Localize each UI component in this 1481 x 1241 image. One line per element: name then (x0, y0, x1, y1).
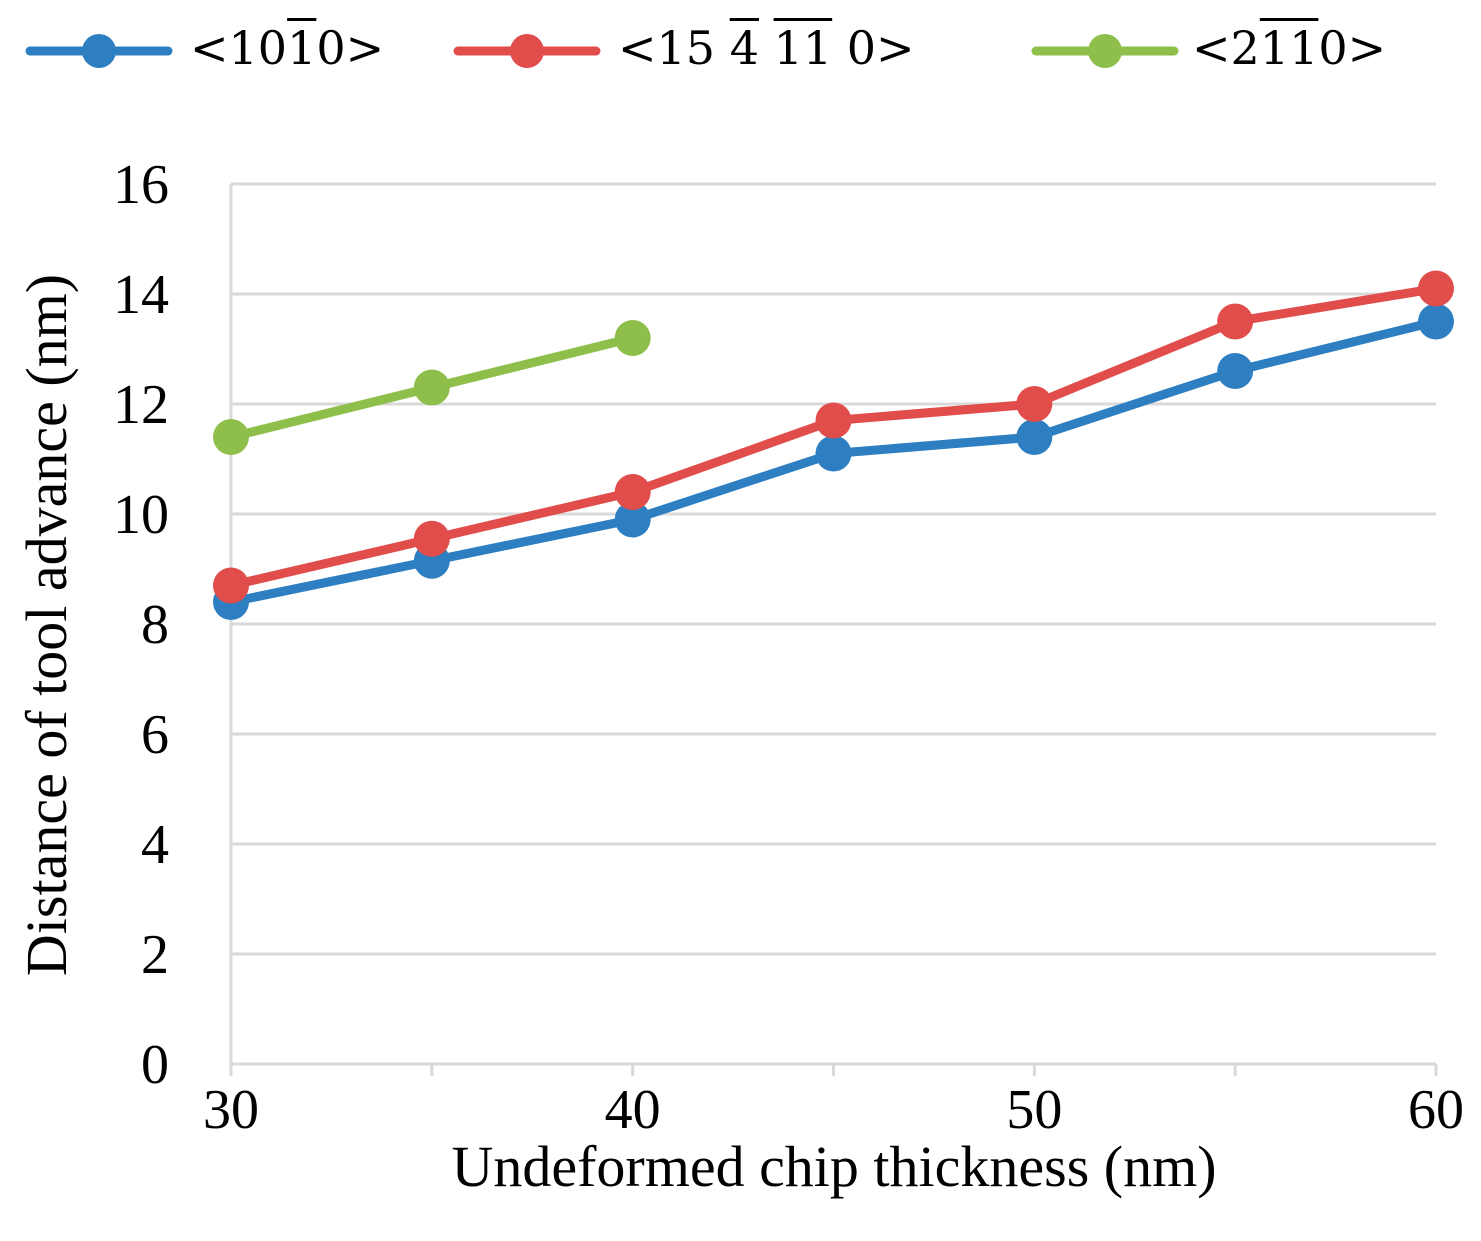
x-tick-label-40: 40 (605, 1079, 661, 1141)
data-point-s2-x30 (213, 567, 249, 604)
y-tick-label-0: 0 (141, 1034, 169, 1096)
axes (229, 184, 1438, 1076)
data-point-s2-x55 (1217, 303, 1254, 340)
legend-label-part-2-2: 4 (729, 21, 759, 75)
legend-label-series-2: <15 4 11 0> (618, 18, 915, 78)
series-lines (213, 270, 1454, 620)
data-point-s2-x40 (614, 474, 651, 510)
data-point-s1-x55 (1217, 353, 1254, 389)
legend-label-part-1-1: <10 (190, 21, 288, 75)
legend-label-part-3-3: 0> (1318, 21, 1387, 75)
legend-label-series-1: <1010> (190, 18, 384, 78)
data-point-s1-x50 (1016, 419, 1053, 455)
x-axis-title: Undeformed chip thickness (nm) (451, 1134, 1216, 1199)
y-axis-title: Distance of tool advance (nm) (14, 274, 79, 976)
legend-marker-series-1 (82, 34, 116, 68)
legend-swatch-series-2 (453, 34, 601, 68)
x-tick-label-30: 30 (203, 1079, 259, 1141)
legend-label-part-1-3: 0> (316, 21, 385, 75)
legend-label-part-2-4: 11 (773, 21, 833, 75)
data-point-s1-x45 (815, 435, 852, 472)
legend-label-part-2-3 (759, 21, 774, 75)
data-point-s2-x45 (815, 402, 852, 439)
legend-swatch-series-3 (1031, 34, 1179, 68)
y-tick-label-16: 16 (113, 154, 169, 216)
tick-labels: 0 2 4 6 8 10 12 14 16 30 40 50 60 (113, 154, 1464, 1141)
x-tick-label-50: 50 (1006, 1079, 1062, 1141)
legend-label-part-2-5: 0> (832, 21, 915, 75)
data-point-s2-x35 (413, 520, 450, 557)
legend-swatch-series-1 (25, 34, 173, 68)
legend-marker-series-3 (1088, 34, 1122, 68)
y-tick-label-8: 8 (141, 594, 169, 656)
data-point-s3-x40 (614, 320, 651, 356)
y-tick-label-2: 2 (141, 924, 169, 986)
y-tick-label-10: 10 (113, 484, 169, 546)
x-tick-label-60: 60 (1408, 1079, 1464, 1141)
legend-label-series-3: <2110> (1192, 18, 1386, 78)
data-point-s1-x60 (1418, 303, 1454, 340)
legend-label-part-1-2: 1 (287, 21, 317, 75)
y-tick-label-12: 12 (113, 374, 169, 436)
legend-label-part-3-2: 11 (1259, 21, 1319, 75)
legend-marker-series-2 (510, 34, 544, 68)
data-point-s2-x50 (1016, 386, 1053, 422)
legend: <1010> <15 4 11 0> <2110> (0, 14, 1481, 94)
legend-label-part-2-1: <15 (618, 21, 730, 75)
legend-label-part-3-1: <2 (1192, 21, 1260, 75)
data-point-s3-x30 (213, 419, 249, 455)
y-tick-label-6: 6 (141, 704, 169, 766)
y-tick-label-14: 14 (113, 264, 169, 326)
y-tick-label-4: 4 (141, 814, 169, 876)
data-point-s2-x60 (1418, 270, 1454, 307)
data-point-s3-x35 (413, 369, 450, 406)
data-point-s1-x40 (614, 501, 651, 538)
